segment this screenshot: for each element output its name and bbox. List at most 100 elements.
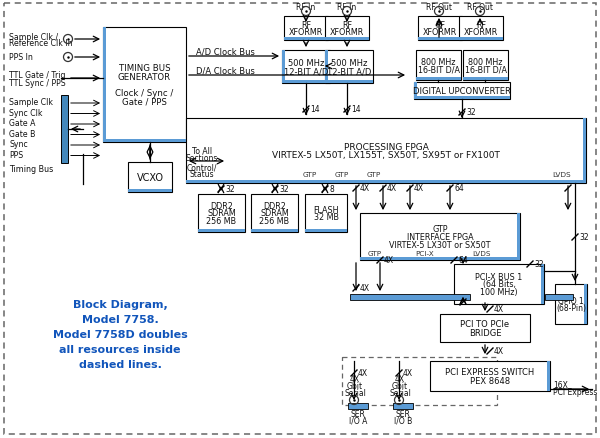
Text: PROCESSING FPGA: PROCESSING FPGA bbox=[344, 142, 428, 151]
Text: 4X: 4X bbox=[395, 374, 405, 384]
Bar bbox=[251, 230, 298, 233]
Text: 14: 14 bbox=[310, 105, 320, 114]
Text: PCI-X BUS 1: PCI-X BUS 1 bbox=[475, 272, 523, 281]
Text: SER: SER bbox=[350, 410, 365, 419]
Text: 256 MB: 256 MB bbox=[206, 217, 236, 226]
Text: BRIDGE: BRIDGE bbox=[469, 328, 501, 337]
Bar bbox=[251, 194, 298, 233]
Bar bbox=[414, 83, 510, 100]
Text: RF: RF bbox=[301, 21, 311, 29]
Bar bbox=[416, 78, 461, 81]
Text: 4X: 4X bbox=[360, 284, 370, 293]
Text: DDR2: DDR2 bbox=[263, 201, 286, 210]
Text: Clock / Sync /: Clock / Sync / bbox=[115, 89, 173, 98]
Text: I/O A: I/O A bbox=[349, 416, 367, 424]
Text: 64: 64 bbox=[458, 256, 468, 265]
Text: PCI EXPRESS SWITCH: PCI EXPRESS SWITCH bbox=[445, 367, 535, 377]
Bar bbox=[282, 81, 330, 84]
Bar bbox=[545, 294, 573, 300]
Text: GTP: GTP bbox=[335, 172, 349, 177]
Text: XFORMR: XFORMR bbox=[423, 28, 457, 37]
Bar bbox=[547, 361, 550, 391]
Text: 500 MHz: 500 MHz bbox=[288, 59, 324, 68]
Text: INTERFACE FPGA: INTERFACE FPGA bbox=[407, 233, 473, 241]
Text: Serial: Serial bbox=[389, 389, 411, 398]
Bar bbox=[284, 38, 328, 41]
Bar bbox=[414, 97, 510, 100]
Text: 4X: 4X bbox=[494, 305, 504, 314]
Text: Sample Clk /: Sample Clk / bbox=[9, 32, 58, 42]
Text: PCI Express (16X): PCI Express (16X) bbox=[553, 388, 600, 396]
Text: PPS: PPS bbox=[9, 151, 23, 159]
Bar bbox=[128, 190, 172, 193]
Text: XFORMR: XFORMR bbox=[289, 28, 323, 37]
Text: GTP: GTP bbox=[368, 251, 382, 256]
Text: To All: To All bbox=[192, 147, 212, 156]
Bar bbox=[454, 265, 544, 304]
Bar bbox=[418, 17, 462, 41]
Text: PPS In: PPS In bbox=[9, 53, 33, 62]
Text: RF Out: RF Out bbox=[426, 3, 452, 11]
Bar bbox=[103, 28, 106, 143]
Text: A/D Clock Bus: A/D Clock Bus bbox=[196, 47, 255, 57]
Text: GPIO 1: GPIO 1 bbox=[558, 296, 584, 305]
Text: 500 MHz: 500 MHz bbox=[331, 59, 367, 68]
Bar bbox=[198, 194, 245, 233]
Bar bbox=[414, 83, 417, 100]
Text: RF: RF bbox=[435, 21, 445, 29]
Text: I/O B: I/O B bbox=[394, 416, 412, 424]
Text: 4X: 4X bbox=[358, 369, 368, 378]
Text: TTL Sync / PPS: TTL Sync / PPS bbox=[9, 78, 65, 87]
Text: (64 Bits,: (64 Bits, bbox=[482, 280, 515, 289]
Bar bbox=[348, 403, 368, 409]
Text: SDRAM: SDRAM bbox=[207, 209, 236, 218]
Bar bbox=[360, 213, 520, 261]
Text: Gate / PPS: Gate / PPS bbox=[122, 98, 167, 106]
Text: 4X: 4X bbox=[387, 184, 397, 193]
Text: 4X: 4X bbox=[350, 374, 360, 384]
Text: TIMING BUS: TIMING BUS bbox=[119, 64, 170, 73]
Text: 4X: 4X bbox=[414, 184, 424, 193]
Bar bbox=[583, 119, 586, 184]
Bar bbox=[128, 162, 172, 193]
Bar bbox=[305, 230, 347, 233]
Text: 256 MB: 256 MB bbox=[259, 217, 290, 226]
Text: Gate B: Gate B bbox=[9, 130, 35, 139]
Bar bbox=[430, 361, 550, 391]
Text: 4X: 4X bbox=[360, 184, 370, 193]
Text: 800 MHz: 800 MHz bbox=[468, 57, 503, 67]
Bar bbox=[325, 17, 369, 41]
Bar bbox=[325, 51, 328, 84]
Text: VCXO: VCXO bbox=[137, 173, 164, 183]
Text: SER: SER bbox=[395, 410, 410, 419]
Bar bbox=[198, 230, 245, 233]
Text: PEX 8648: PEX 8648 bbox=[470, 376, 510, 385]
Text: 32: 32 bbox=[279, 185, 289, 194]
Bar bbox=[459, 17, 503, 41]
Text: 32: 32 bbox=[579, 233, 589, 242]
Text: GTP: GTP bbox=[432, 225, 448, 233]
Text: Sync Clk: Sync Clk bbox=[9, 109, 43, 118]
Text: 12-BIT A/D: 12-BIT A/D bbox=[284, 67, 328, 76]
Text: 100 MHz): 100 MHz) bbox=[480, 288, 518, 297]
Bar bbox=[418, 38, 462, 41]
Text: LVDS: LVDS bbox=[472, 251, 491, 256]
Text: Control/: Control/ bbox=[187, 163, 217, 172]
Text: RF In: RF In bbox=[296, 3, 316, 11]
Text: Gbit: Gbit bbox=[347, 381, 363, 391]
Text: PCI TO PCIe: PCI TO PCIe bbox=[460, 320, 509, 328]
Text: 16X: 16X bbox=[553, 381, 568, 390]
Bar bbox=[282, 51, 285, 84]
Bar bbox=[416, 51, 461, 81]
Bar bbox=[360, 258, 520, 261]
Text: D/A Clock Bus: D/A Clock Bus bbox=[196, 66, 255, 75]
Text: Sections: Sections bbox=[186, 154, 218, 163]
Bar bbox=[541, 265, 544, 304]
Bar bbox=[186, 180, 586, 184]
Text: VIRTEX-5 LX30T or SX50T: VIRTEX-5 LX30T or SX50T bbox=[389, 240, 491, 249]
Text: Gbit: Gbit bbox=[392, 381, 408, 391]
Text: 14: 14 bbox=[351, 105, 361, 114]
Text: XFORMR: XFORMR bbox=[464, 28, 498, 37]
Bar bbox=[186, 119, 586, 184]
Bar bbox=[459, 38, 503, 41]
